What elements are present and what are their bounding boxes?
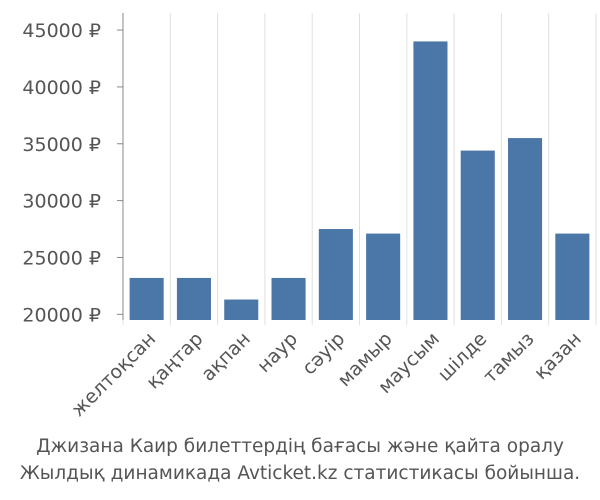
y-tick-label: 30000 ₽ (22, 191, 101, 213)
x-tick-label: ақпан (197, 328, 255, 386)
bar-2 (176, 277, 211, 320)
bar-6 (366, 233, 401, 320)
y-tick-label: 35000 ₽ (22, 134, 101, 156)
bar-8 (460, 150, 495, 320)
bar-10 (555, 233, 590, 320)
y-tick-label: 25000 ₽ (22, 247, 101, 269)
bar-1 (129, 277, 164, 320)
y-tick-label: 45000 ₽ (22, 20, 101, 42)
y-tick-label: 40000 ₽ (22, 77, 101, 99)
bar-7 (413, 41, 448, 320)
bar-5 (318, 229, 353, 320)
x-tick-label: тамыз (479, 328, 539, 388)
chart-caption-line-2: Жылдық динамикада Avticket.kz статистика… (19, 463, 581, 484)
chart-caption-line-1: Джизана Каир билеттердің бағасы және қай… (36, 436, 564, 457)
x-tick-label: қазан (530, 328, 586, 384)
x-tick-label: наур (253, 328, 302, 377)
bar-9 (508, 138, 543, 320)
x-tick-label: шілде (434, 328, 492, 386)
y-tick-label: 20000 ₽ (22, 304, 101, 326)
bar-3 (224, 299, 259, 320)
bar-4 (271, 277, 306, 320)
